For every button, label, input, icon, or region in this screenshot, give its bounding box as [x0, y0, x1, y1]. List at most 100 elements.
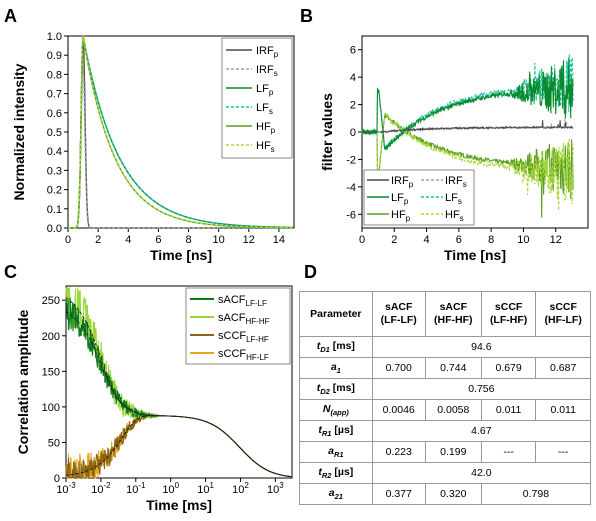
y-tick-label-c: 200	[42, 331, 60, 343]
parameter-subscript: R2	[321, 471, 332, 481]
table-cell: 0.320	[424, 483, 482, 505]
parameter-symbol: a	[328, 444, 334, 457]
table-row: tR2 [µs] 42.0	[299, 462, 592, 484]
y-tick-label-a: 0.5	[47, 127, 62, 139]
y-tick-label-a: 1.0	[47, 31, 62, 43]
table-cell: ---	[535, 441, 591, 463]
header-second: (HF-LF)	[544, 314, 582, 326]
parameter-symbol: a	[330, 360, 337, 373]
header-main: sACF	[439, 301, 467, 313]
parameter-subscript: 21	[334, 492, 343, 502]
table-row: tD1 [ms] 94.6	[299, 336, 592, 358]
legend-box-c	[185, 287, 291, 365]
parameter-subscript: (app)	[330, 408, 349, 418]
y-tick-label-c: 150	[42, 366, 60, 378]
legend-label-b: HFp	[391, 209, 411, 223]
table-cell: 94.6	[371, 336, 592, 358]
legend-label-b: IRFs	[445, 175, 467, 189]
table-row: tR1 [µs] 4.67	[299, 420, 592, 442]
panel-a: 0 2 4 6 8 10 12 14 0.0 0.1 0.2 0.3 0.4 0.5 0.6 0.7 0.8 0.…	[11, 31, 295, 263]
series-line-b-3	[361, 57, 574, 150]
table-header-cell: sACF (HF-HF)	[424, 291, 482, 337]
table-cell: 0.0058	[424, 399, 482, 421]
panel-letter-d: D	[304, 262, 317, 282]
legend-label-b: LFp	[391, 192, 409, 206]
parameter-symbol: t	[318, 423, 322, 436]
parameter-symbol: t	[316, 381, 321, 394]
series-line-a-5	[68, 35, 294, 229]
x-tick-label-c: 10-1	[126, 481, 146, 496]
parameter-name: tR2 [µs]	[299, 462, 373, 484]
legend-label-a: HFp	[256, 121, 276, 135]
table-row: a1 0.700 0.744 0.679 0.687	[299, 357, 591, 379]
legend-label-b: IRFp	[391, 175, 414, 189]
x-tick-label-a: 6	[155, 234, 161, 246]
table-cell: 0.798	[480, 483, 592, 505]
parameter-unit: [µs]	[331, 423, 354, 436]
y-tick-label-b: -2	[346, 154, 356, 166]
table-header-cell: sCCF (HF-LF)	[535, 291, 591, 337]
y-tick-label-b: -4	[346, 182, 356, 194]
y-tick-label-a: 0.1	[47, 204, 62, 216]
parameter-name: aR1	[299, 441, 373, 463]
parameter-symbol: t	[316, 339, 321, 352]
x-tick-label-a: 4	[125, 234, 131, 246]
x-tick-label-b: 10	[517, 234, 529, 246]
parameter-subscript: D1	[320, 345, 330, 355]
fit-line-c-3	[65, 311, 292, 478]
legend-label-c: sACFLF-LF	[218, 294, 267, 308]
legend-label-b: HFs	[445, 209, 464, 223]
x-tick-label-c: 10-3	[56, 481, 76, 496]
y-tick-label-b: 6	[350, 45, 356, 57]
y-tick-label-b: 0	[350, 127, 356, 139]
x-tick-label-a: 0	[65, 234, 71, 246]
y-tick-label-b: 4	[350, 72, 356, 84]
panel-letter-a: A	[4, 6, 17, 26]
legend-label-a: IRFs	[256, 64, 278, 78]
y-axis-title-c: Correlation amplitude	[15, 309, 31, 454]
series-line-a-0	[68, 35, 294, 229]
x-tick-label-c: 101	[197, 481, 214, 496]
header-second: (HF-HF)	[434, 314, 473, 326]
x-tick-label-c: 103	[267, 481, 284, 496]
y-tick-label-a: 0.3	[47, 165, 62, 177]
parameter-unit: [µs]	[331, 465, 354, 478]
table-header-cell: sCCF (LF-HF)	[480, 291, 537, 337]
x-tick-label-a: 8	[185, 234, 191, 246]
panel-letter-b: B	[300, 6, 313, 26]
parameter-subscript: D2	[320, 387, 330, 397]
legend-label-c: sCCFLF-HF	[218, 330, 269, 344]
table-cell: 0.223	[371, 441, 426, 463]
y-tick-label-b: 2	[350, 100, 356, 112]
x-tick-label-b: 0	[359, 234, 365, 246]
x-tick-label-b: 12	[550, 234, 562, 246]
x-tick-label-c: 100	[162, 481, 179, 496]
table-header-cell: Parameter	[299, 291, 373, 337]
parameter-symbol: N	[322, 402, 331, 415]
table-row: tD2 [ms] 0.756	[299, 378, 592, 400]
table-cell: 0.377	[371, 483, 426, 505]
y-tick-label-a: 0.8	[47, 69, 62, 81]
y-axis-title-b: filter values	[319, 93, 335, 171]
parameter-name: a1	[299, 357, 373, 379]
table-cell: 0.011	[480, 399, 537, 421]
table-cell: 0.199	[424, 441, 482, 463]
header-second: (LF-HF)	[489, 314, 528, 326]
table-cell: ---	[480, 441, 537, 463]
table-header-cell: sACF (LF-LF)	[371, 291, 426, 337]
y-tick-label-a: 0.6	[47, 108, 62, 120]
legend-label-a: HFs	[256, 140, 275, 154]
parameter-subscript: 1	[336, 366, 341, 376]
header-main: sCCF	[549, 301, 577, 313]
table-cell: 4.67	[371, 420, 592, 442]
y-tick-label-a: 0.7	[47, 89, 62, 101]
legend-label-b: LFs	[445, 192, 462, 206]
panel-c: 10-3 10-2 10-1 100 101 102 103 0 50 100 150 200 250 T…	[15, 285, 293, 513]
x-axis-title-b: Time [ns]	[444, 247, 506, 263]
table-row: N(app) 0.0046 0.0058 0.011 0.011	[299, 399, 591, 421]
table-cell: 0.700	[371, 357, 426, 379]
y-tick-label-b: -6	[346, 209, 356, 221]
x-tick-label-a: 2	[95, 234, 101, 246]
